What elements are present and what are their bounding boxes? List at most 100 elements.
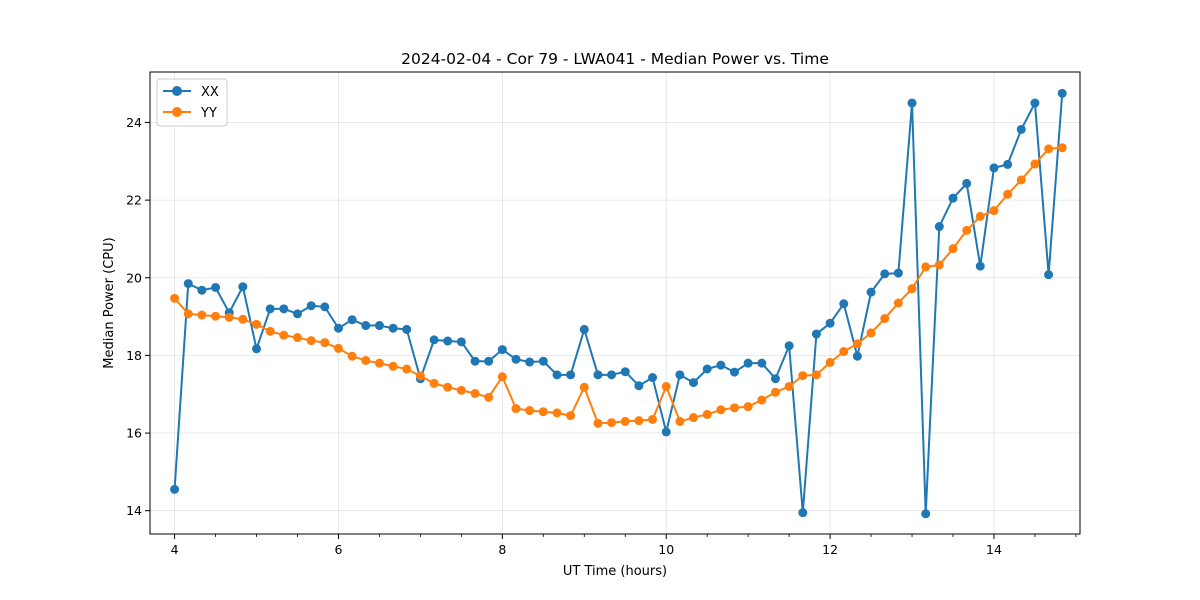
data-point-xx — [634, 381, 644, 391]
x-tick-label: 10 — [658, 542, 674, 557]
data-point-yy — [593, 418, 603, 428]
data-point-xx — [934, 222, 944, 232]
series-yy — [170, 143, 1067, 428]
data-point-yy — [866, 328, 876, 338]
legend-marker-yy — [172, 107, 182, 117]
data-point-yy — [579, 382, 589, 392]
data-point-yy — [1016, 175, 1026, 185]
data-point-yy — [770, 387, 780, 397]
data-point-yy — [798, 371, 808, 381]
data-point-xx — [347, 315, 357, 325]
data-point-xx — [607, 370, 617, 380]
data-point-yy — [975, 211, 985, 221]
data-point-yy — [825, 357, 835, 367]
data-point-xx — [948, 193, 958, 203]
data-point-xx — [552, 370, 562, 380]
data-point-yy — [197, 310, 207, 320]
data-point-yy — [252, 319, 262, 329]
data-point-yy — [443, 382, 453, 392]
data-point-xx — [811, 329, 821, 339]
data-point-yy — [729, 403, 739, 413]
data-point-yy — [716, 405, 726, 415]
data-point-xx — [770, 374, 780, 384]
data-point-yy — [306, 336, 316, 346]
data-point-yy — [1003, 189, 1013, 199]
y-tick-label: 18 — [126, 348, 142, 363]
data-point-yy — [511, 404, 521, 414]
data-point-yy — [962, 225, 972, 235]
data-point-yy — [1044, 144, 1054, 154]
data-point-yy — [211, 311, 221, 321]
data-point-yy — [893, 298, 903, 308]
data-point-yy — [743, 402, 753, 412]
data-point-xx — [743, 358, 753, 368]
data-point-yy — [170, 293, 180, 303]
data-point-xx — [279, 304, 289, 314]
data-point-yy — [292, 333, 302, 343]
data-point-xx — [1057, 88, 1067, 98]
x-tick-label: 12 — [822, 542, 838, 557]
data-point-yy — [320, 338, 330, 348]
data-point-xx — [374, 321, 384, 331]
data-point-xx — [1030, 98, 1040, 108]
data-point-xx — [620, 367, 630, 377]
data-point-yy — [224, 312, 234, 322]
series-xx — [170, 88, 1067, 519]
data-point-yy — [839, 347, 849, 357]
data-point-xx — [333, 323, 343, 333]
legend-marker-xx — [172, 86, 182, 96]
data-point-xx — [320, 302, 330, 312]
data-point-xx — [456, 337, 466, 347]
data-point-yy — [620, 416, 630, 426]
data-point-yy — [907, 284, 917, 294]
data-point-xx — [170, 484, 180, 494]
data-point-yy — [921, 262, 931, 272]
data-point-yy — [1057, 143, 1067, 153]
data-point-yy — [934, 260, 944, 270]
legend-label-xx: XX — [201, 85, 219, 100]
data-point-xx — [484, 356, 494, 366]
data-point-xx — [839, 299, 849, 309]
data-point-yy — [402, 364, 412, 374]
ticks: 4 6 8 10 12 14 14 16 18 20 22 24 — [126, 115, 1077, 557]
data-point-yy — [675, 416, 685, 426]
x-tick-label: 8 — [498, 542, 506, 557]
data-point-yy — [784, 381, 794, 391]
x-tick-label: 6 — [334, 542, 342, 557]
y-axis-label: Median Power (CPU) — [102, 237, 117, 368]
data-point-xx — [784, 341, 794, 351]
data-point-yy — [238, 314, 248, 324]
data-point-yy — [552, 408, 562, 418]
data-point-yy — [347, 351, 357, 361]
legend: XX YY — [156, 78, 228, 127]
data-point-yy — [484, 392, 494, 402]
data-point-yy — [1030, 159, 1040, 169]
data-point-yy — [702, 409, 712, 419]
data-point-yy — [566, 411, 576, 421]
data-point-xx — [921, 509, 931, 519]
x-tick-label: 4 — [171, 542, 179, 557]
data-point-yy — [388, 361, 398, 371]
data-point-xx — [1044, 270, 1054, 280]
data-point-xx — [511, 354, 521, 364]
data-point-yy — [497, 372, 507, 382]
data-point-xx — [265, 304, 275, 314]
y-tick-label: 16 — [126, 426, 142, 441]
data-point-yy — [634, 416, 644, 426]
chart-title: 2024-02-04 - Cor 79 - LWA041 - Median Po… — [401, 50, 829, 68]
data-point-yy — [811, 370, 821, 380]
data-point-xx — [402, 324, 412, 334]
data-point-xx — [852, 351, 862, 361]
data-point-yy — [880, 314, 890, 324]
data-point-yy — [852, 339, 862, 349]
data-point-xx — [292, 309, 302, 319]
x-tick-label: 14 — [986, 542, 1002, 557]
data-point-xx — [907, 98, 917, 108]
data-point-yy — [415, 371, 425, 381]
data-point-yy — [607, 418, 617, 428]
data-point-yy — [265, 326, 275, 336]
data-point-xx — [675, 370, 685, 380]
data-point-xx — [989, 163, 999, 173]
plot-frame — [149, 71, 1081, 535]
